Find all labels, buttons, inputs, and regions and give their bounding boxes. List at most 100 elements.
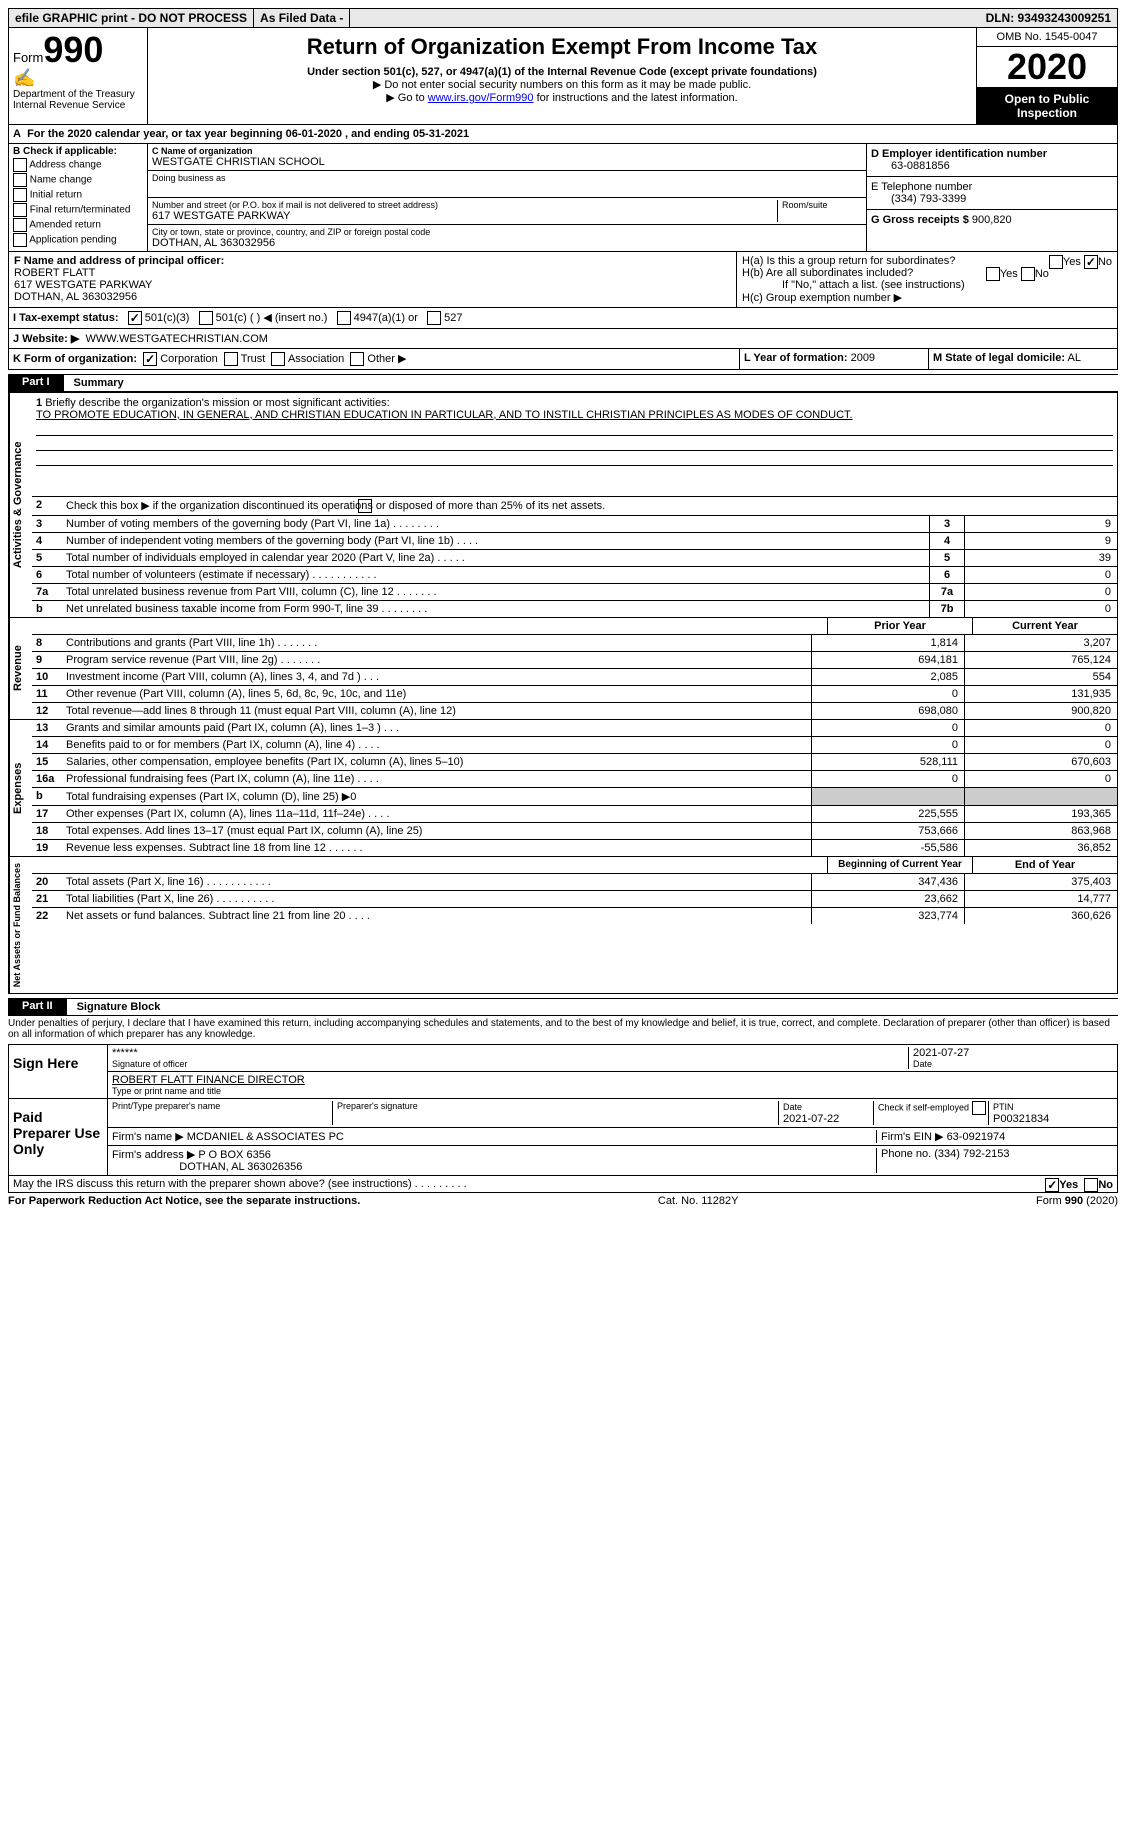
hb-yes[interactable] — [986, 267, 1000, 281]
sign-here-label: Sign Here — [9, 1045, 108, 1098]
chk-assoc[interactable] — [271, 352, 285, 366]
section-f: F Name and address of principal officer:… — [9, 252, 737, 307]
line-16a: 16aProfessional fundraising fees (Part I… — [32, 771, 1117, 788]
vtab-activities: Activities & Governance — [9, 393, 32, 617]
chk-4947[interactable] — [337, 311, 351, 325]
section-c: C Name of organization WESTGATE CHRISTIA… — [148, 144, 866, 251]
form-label: Form — [13, 50, 43, 65]
firm-ein: 63-0921974 — [947, 1131, 1006, 1143]
line-10: 10Investment income (Part VIII, column (… — [32, 669, 1117, 686]
header-right: OMB No. 1545-0047 2020 Open to Public In… — [976, 28, 1117, 124]
org-name: WESTGATE CHRISTIAN SCHOOL — [152, 156, 862, 168]
chk-527[interactable] — [427, 311, 441, 325]
section-b-c-d: B Check if applicable: Address change Na… — [8, 144, 1118, 252]
paid-preparer-label: Paid Preparer Use Only — [9, 1099, 108, 1175]
chk-app-pending[interactable]: Application pending — [13, 233, 143, 247]
line-8: 8Contributions and grants (Part VIII, li… — [32, 635, 1117, 652]
signature-block: Sign Here ****** Signature of officer 20… — [8, 1044, 1118, 1176]
officer-name: ROBERT FLATT — [14, 267, 95, 279]
sign-date: 2021-07-27 — [913, 1047, 1113, 1059]
officer-print-name: ROBERT FLATT FINANCE DIRECTOR — [112, 1074, 305, 1086]
discuss-no[interactable] — [1084, 1178, 1098, 1192]
dln: DLN: 93493243009251 — [980, 9, 1117, 27]
line-7a: 7a Total unrelated business revenue from… — [32, 584, 1117, 601]
prep-date: 2021-07-22 — [783, 1113, 839, 1125]
discuss-yes[interactable]: ✓ — [1045, 1178, 1059, 1192]
ptin: P00321834 — [993, 1113, 1049, 1125]
omb-number: OMB No. 1545-0047 — [977, 28, 1117, 47]
chk-501c[interactable] — [199, 311, 213, 325]
section-j: J Website: ▶ WWW.WESTGATECHRISTIAN.COM — [8, 329, 1118, 349]
part2-header: Part II Signature Block — [8, 998, 1118, 1016]
line-18: 18Total expenses. Add lines 13–17 (must … — [32, 823, 1117, 840]
firm-phone: (334) 792-2153 — [934, 1148, 1009, 1160]
top-bar: efile GRAPHIC print - DO NOT PROCESS As … — [8, 8, 1118, 28]
gross-receipts: 900,820 — [972, 214, 1012, 226]
open-public: Open to Public Inspection — [977, 88, 1117, 124]
irs-link[interactable]: www.irs.gov/Form990 — [428, 92, 534, 104]
chk-discontinued[interactable] — [358, 499, 372, 513]
irs-discuss-row: May the IRS discuss this return with the… — [8, 1176, 1118, 1193]
line-21: 21Total liabilities (Part X, line 26) . … — [32, 891, 1117, 908]
section-d-e-g: D Employer identification number 63-0881… — [866, 144, 1117, 251]
chk-amended[interactable]: Amended return — [13, 218, 143, 232]
line-6: 6 Total number of volunteers (estimate i… — [32, 567, 1117, 584]
summary-revenue: Revenue Prior Year Current Year 8Contrib… — [8, 618, 1118, 720]
line-5: 5 Total number of individuals employed i… — [32, 550, 1117, 567]
vtab-expenses: Expenses — [9, 720, 32, 856]
line-19: 19Revenue less expenses. Subtract line 1… — [32, 840, 1117, 856]
efile-notice: efile GRAPHIC print - DO NOT PROCESS — [9, 9, 254, 27]
line-1: 1 Briefly describe the organization's mi… — [32, 393, 1117, 496]
form-id-box: Form990 ✍ Department of the Treasury Int… — [9, 28, 148, 124]
section-h: H(a) Is this a group return for subordin… — [737, 252, 1117, 307]
website: WWW.WESTGATECHRISTIAN.COM — [85, 333, 268, 345]
chk-trust[interactable] — [224, 352, 238, 366]
section-k-l-m: K Form of organization: ✓ Corporation Tr… — [8, 349, 1118, 370]
form-header: Form990 ✍ Department of the Treasury Int… — [8, 28, 1118, 125]
header-sub1: Under section 501(c), 527, or 4947(a)(1)… — [156, 66, 968, 78]
summary-netassets: Net Assets or Fund Balances Beginning of… — [8, 857, 1118, 994]
line-22: 22Net assets or fund balances. Subtract … — [32, 908, 1117, 924]
line-4: 4 Number of independent voting members o… — [32, 533, 1117, 550]
header-sub3: ▶ Go to www.irs.gov/Form990 for instruct… — [156, 91, 968, 104]
chk-corp[interactable]: ✓ — [143, 352, 157, 366]
ein: 63-0881856 — [871, 160, 1113, 172]
line-b: bTotal fundraising expenses (Part IX, co… — [32, 788, 1117, 806]
org-city: DOTHAN, AL 363032956 — [152, 237, 862, 249]
vtab-revenue: Revenue — [9, 618, 32, 719]
tax-year: 2020 — [977, 47, 1117, 88]
chk-501c3[interactable]: ✓ — [128, 311, 142, 325]
line-11: 11Other revenue (Part VIII, column (A), … — [32, 686, 1117, 703]
telephone: (334) 793-3399 — [871, 193, 1113, 205]
chk-initial-return[interactable]: Initial return — [13, 188, 143, 202]
firm-name: MCDANIEL & ASSOCIATES PC — [187, 1131, 344, 1143]
line-14: 14Benefits paid to or for members (Part … — [32, 737, 1117, 754]
state-domicile: AL — [1067, 352, 1080, 364]
org-street: 617 WESTGATE PARKWAY — [152, 210, 777, 222]
line-13: 13Grants and similar amounts paid (Part … — [32, 720, 1117, 737]
line-17: 17Other expenses (Part IX, column (A), l… — [32, 806, 1117, 823]
summary-expenses: Expenses 13Grants and similar amounts pa… — [8, 720, 1118, 857]
line-20: 20Total assets (Part X, line 16) . . . .… — [32, 874, 1117, 891]
section-a: A For the 2020 calendar year, or tax yea… — [8, 125, 1118, 144]
line-15: 15Salaries, other compensation, employee… — [32, 754, 1117, 771]
ha-no[interactable]: ✓ — [1084, 255, 1098, 269]
form-number: 990 — [43, 29, 103, 70]
section-f-h: F Name and address of principal officer:… — [8, 252, 1118, 308]
line-7b: b Net unrelated business taxable income … — [32, 601, 1117, 617]
summary-activities: Activities & Governance 1 Briefly descri… — [8, 392, 1118, 618]
chk-name-change[interactable]: Name change — [13, 173, 143, 187]
as-filed: As Filed Data - — [254, 9, 350, 27]
chk-self-employed[interactable] — [972, 1101, 986, 1115]
header-center: Return of Organization Exempt From Incom… — [148, 28, 976, 124]
hb-no[interactable] — [1021, 267, 1035, 281]
chk-other[interactable] — [350, 352, 364, 366]
section-b: B Check if applicable: Address change Na… — [9, 144, 148, 251]
chk-address-change[interactable]: Address change — [13, 158, 143, 172]
line-12: 12Total revenue—add lines 8 through 11 (… — [32, 703, 1117, 719]
ha-yes[interactable] — [1049, 255, 1063, 269]
chk-final-return[interactable]: Final return/terminated — [13, 203, 143, 217]
footer: For Paperwork Reduction Act Notice, see … — [8, 1193, 1118, 1209]
vtab-netassets: Net Assets or Fund Balances — [9, 857, 32, 993]
mission-text: TO PROMOTE EDUCATION, IN GENERAL, AND CH… — [36, 409, 853, 421]
